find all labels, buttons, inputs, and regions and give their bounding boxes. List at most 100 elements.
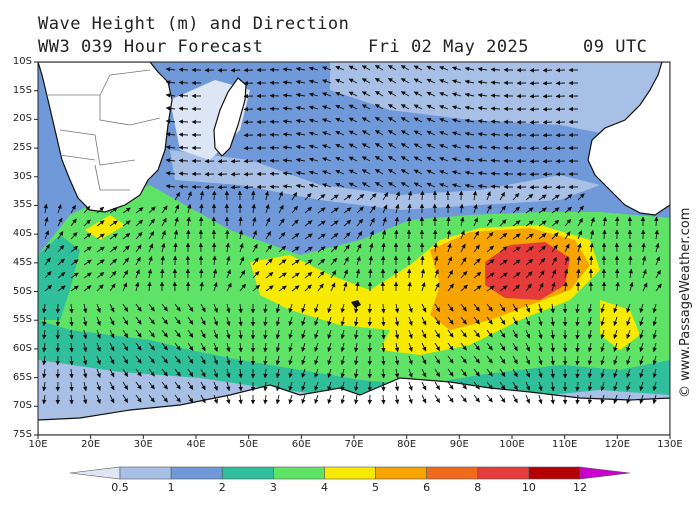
wave-direction-arrow xyxy=(200,394,206,404)
wave-direction-arrow xyxy=(200,368,206,378)
wave-direction-arrow xyxy=(165,119,176,124)
colorbar-tick-label: 2 xyxy=(218,481,226,494)
wave-direction-arrow xyxy=(251,190,256,201)
wave-direction-arrow xyxy=(447,256,453,266)
wave-direction-arrow xyxy=(490,67,501,72)
wave-direction-arrow xyxy=(447,269,454,279)
wave-direction-arrow xyxy=(165,184,176,189)
wave-direction-arrow xyxy=(265,203,270,214)
wave-direction-arrow xyxy=(368,255,373,266)
wave-direction-arrow xyxy=(335,117,345,123)
wave-direction-arrow xyxy=(447,394,454,403)
wave-direction-arrow xyxy=(369,230,374,240)
wave-direction-arrow xyxy=(575,342,580,353)
wave-direction-arrow xyxy=(96,368,101,378)
wave-direction-arrow xyxy=(275,381,281,392)
wave-direction-arrow xyxy=(348,156,358,162)
wave-direction-arrow xyxy=(83,285,92,292)
wave-direction-arrow xyxy=(542,146,553,151)
wave-direction-arrow xyxy=(265,217,271,227)
wave-direction-arrow xyxy=(322,170,332,175)
wave-direction-arrow xyxy=(317,271,325,279)
wave-direction-arrow xyxy=(122,316,129,325)
wave-direction-arrow xyxy=(301,381,306,391)
wave-direction-arrow xyxy=(291,285,300,292)
wave-direction-arrow xyxy=(525,368,530,378)
wave-direction-arrow xyxy=(400,130,410,136)
wave-direction-arrow xyxy=(626,394,631,404)
wave-direction-arrow xyxy=(600,329,605,340)
wave-direction-arrow xyxy=(304,206,313,214)
wave-direction-arrow xyxy=(178,171,189,176)
wave-direction-arrow xyxy=(122,207,131,214)
wave-direction-arrow xyxy=(187,381,194,390)
wave-direction-arrow xyxy=(460,368,467,377)
wave-direction-arrow xyxy=(459,216,465,227)
wave-direction-arrow xyxy=(477,171,488,176)
wave-direction-arrow xyxy=(499,285,508,292)
wave-direction-arrow xyxy=(512,246,521,253)
wave-direction-arrow xyxy=(473,271,482,279)
wave-direction-arrow xyxy=(374,182,384,188)
wave-direction-arrow xyxy=(486,316,493,325)
wave-direction-arrow xyxy=(589,229,595,240)
wave-direction-arrow xyxy=(447,342,454,351)
wave-direction-arrow xyxy=(301,342,306,352)
wave-direction-arrow xyxy=(542,133,553,138)
wave-direction-arrow xyxy=(407,190,413,201)
wave-direction-arrow xyxy=(288,303,293,314)
wave-direction-arrow xyxy=(96,342,101,352)
wave-direction-arrow xyxy=(551,244,558,253)
wave-direction-arrow xyxy=(295,131,306,137)
wave-direction-arrow xyxy=(317,283,324,292)
wave-direction-arrow xyxy=(421,368,427,378)
wave-direction-arrow xyxy=(69,355,74,366)
wave-direction-arrow xyxy=(278,218,285,227)
wave-direction-arrow xyxy=(199,268,204,279)
wave-direction-arrow xyxy=(652,381,657,392)
wave-direction-arrow xyxy=(109,283,116,292)
wave-direction-arrow xyxy=(304,233,313,240)
wave-direction-arrow xyxy=(160,255,165,266)
wave-direction-arrow xyxy=(148,218,156,227)
wave-direction-arrow xyxy=(135,342,142,351)
wave-direction-arrow xyxy=(525,271,533,279)
wave-direction-arrow xyxy=(343,207,352,214)
colorbar-low-cap xyxy=(69,466,121,480)
wave-direction-arrow xyxy=(82,316,88,327)
wave-direction-arrow xyxy=(639,303,644,314)
wave-direction-arrow xyxy=(122,303,129,312)
wave-direction-arrow xyxy=(186,216,191,227)
wave-direction-arrow xyxy=(433,255,439,266)
wave-direction-arrow xyxy=(639,329,644,340)
wave-direction-arrow xyxy=(525,193,534,201)
wave-direction-arrow xyxy=(551,232,559,240)
wave-direction-arrow xyxy=(226,255,231,266)
wave-direction-arrow xyxy=(400,104,410,110)
wave-direction-arrow xyxy=(477,145,488,150)
wave-direction-arrow xyxy=(238,216,243,227)
wave-direction-arrow xyxy=(615,281,620,292)
wave-direction-arrow xyxy=(187,329,194,338)
wave-direction-arrow xyxy=(263,355,268,366)
wave-direction-arrow xyxy=(464,79,475,85)
wave-direction-arrow xyxy=(413,143,423,149)
wave-direction-arrow xyxy=(381,355,386,366)
wave-direction-arrow xyxy=(96,381,101,391)
wave-direction-arrow xyxy=(83,219,91,227)
wave-direction-arrow xyxy=(486,329,493,338)
wave-direction-arrow xyxy=(265,231,272,240)
wave-direction-arrow xyxy=(354,355,359,366)
wave-direction-arrow xyxy=(135,256,141,266)
wave-direction-arrow xyxy=(148,206,156,214)
wave-direction-arrow xyxy=(381,394,386,405)
wave-direction-arrow xyxy=(525,233,534,240)
wave-direction-arrow xyxy=(70,218,77,227)
wave-direction-arrow xyxy=(252,243,258,253)
wave-direction-arrow xyxy=(447,381,454,390)
wave-direction-arrow xyxy=(356,218,364,227)
wave-direction-arrow xyxy=(369,205,376,214)
wave-direction-arrow xyxy=(439,131,449,136)
wave-direction-arrow xyxy=(291,259,300,266)
wave-direction-arrow xyxy=(439,79,449,84)
